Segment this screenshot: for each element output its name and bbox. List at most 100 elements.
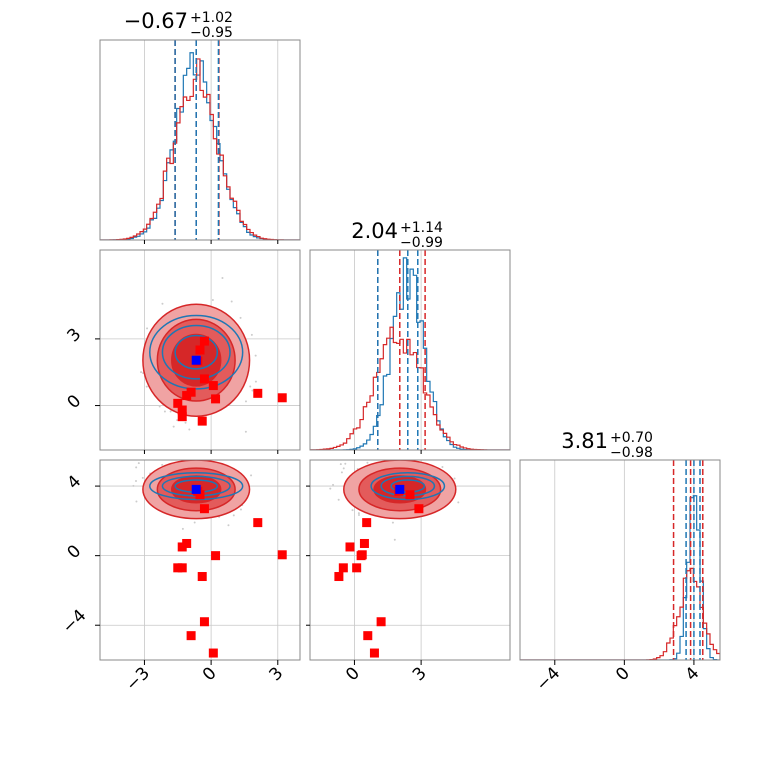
scatter-point <box>227 524 230 527</box>
sample-marker <box>199 374 209 384</box>
sample-marker <box>173 398 183 408</box>
sample-marker <box>199 617 209 627</box>
title-minus-error: −0.99 <box>400 235 443 251</box>
truth-marker <box>191 484 201 494</box>
sample-marker <box>405 490 415 500</box>
scatter-point <box>239 508 242 511</box>
title-plus-error: +1.14 <box>400 220 443 236</box>
panel-frame-1-1 <box>309 249 511 451</box>
sample-marker <box>197 416 207 426</box>
scatter-point <box>163 410 166 413</box>
scatter-point <box>232 514 235 517</box>
title-minus-error: −0.98 <box>610 445 653 461</box>
panel-content-1-1 <box>310 250 510 450</box>
scatter-point <box>357 512 360 515</box>
scatter-point <box>135 500 138 503</box>
scatter-point <box>411 452 413 454</box>
panel-frame-1-0 <box>99 249 301 451</box>
scatter-point <box>254 380 257 383</box>
histogram-red-step <box>100 58 300 240</box>
scatter-point <box>188 428 191 431</box>
panel-title-0: −0.67 +1.02−0.95 <box>124 9 233 41</box>
scatter-point <box>407 456 409 458</box>
x-tick-label: 3 <box>409 663 431 685</box>
panel-frame-0-0 <box>99 39 301 241</box>
scatter-point <box>141 476 144 479</box>
sample-marker <box>338 563 348 573</box>
histogram-red-step <box>310 326 510 450</box>
sample-marker <box>211 551 221 561</box>
sample-marker <box>208 381 218 391</box>
sample-marker <box>186 387 196 397</box>
title-median: −0.67 <box>124 9 188 33</box>
scatter-point <box>366 461 369 464</box>
scatter-point <box>249 385 252 388</box>
sample-marker <box>277 550 287 560</box>
scatter-point <box>169 410 172 413</box>
scatter-point <box>441 465 444 468</box>
sample-marker <box>199 336 209 346</box>
scatter-point <box>137 462 140 465</box>
scatter-point <box>342 467 345 470</box>
scatter-point <box>135 466 138 469</box>
scatter-point <box>161 302 164 305</box>
scatter-point <box>244 400 247 403</box>
scatter-point <box>181 527 184 530</box>
scatter-point <box>161 463 164 466</box>
title-minus-error: −0.95 <box>190 25 233 41</box>
scatter-point <box>244 430 247 433</box>
sample-marker <box>363 631 373 641</box>
sample-marker <box>359 538 369 548</box>
scatter-point <box>329 487 332 490</box>
scatter-point <box>393 457 395 459</box>
x-tick-label: 0 <box>199 663 221 685</box>
y-tick-label: 3 <box>64 324 86 346</box>
y-tick-label: 0 <box>64 541 86 563</box>
scatter-point <box>250 333 253 336</box>
scatter-point <box>211 299 214 302</box>
y-tick-label: −4 <box>59 606 91 638</box>
sample-marker <box>414 504 424 514</box>
sample-marker <box>369 648 379 658</box>
x-tick-label: −3 <box>122 663 154 695</box>
x-tick-label: 4 <box>682 663 704 685</box>
sample-marker <box>177 412 187 422</box>
scatter-point <box>132 484 135 487</box>
x-tick-label: 3 <box>266 663 288 685</box>
scatter-point <box>145 385 148 388</box>
y-tick-label: 0 <box>64 391 86 413</box>
scatter-point <box>357 514 360 517</box>
scatter-point <box>146 327 149 330</box>
scatter-point <box>453 477 456 480</box>
scatter-point <box>204 447 206 449</box>
y-tick-label: 4 <box>64 472 86 494</box>
truth-marker <box>191 355 201 365</box>
title-plus-error: +0.70 <box>610 430 653 446</box>
scatter-point <box>378 458 380 460</box>
sample-marker <box>211 394 221 404</box>
panel-content-2-0 <box>100 447 300 660</box>
scatter-point <box>176 419 179 422</box>
sample-marker <box>334 572 344 582</box>
scatter-point <box>147 456 149 458</box>
sample-marker <box>253 518 263 528</box>
title-median: 3.81 <box>561 429 608 453</box>
sample-marker <box>195 345 205 355</box>
x-tick-label: 0 <box>612 663 634 685</box>
sample-marker <box>199 504 209 514</box>
panel-frame-2-2 <box>519 459 721 661</box>
sample-marker <box>208 648 218 658</box>
scatter-point <box>239 316 242 319</box>
sample-marker <box>376 617 386 627</box>
scatter-point <box>230 300 233 303</box>
x-tick-label: −4 <box>532 663 564 695</box>
scatter-point <box>337 498 340 501</box>
sample-marker <box>173 563 183 573</box>
truth-marker <box>395 484 405 494</box>
sample-marker <box>362 518 372 528</box>
panel-content-1-0 <box>100 250 300 450</box>
scatter-point <box>332 483 335 486</box>
panel-frame-2-0 <box>99 459 301 661</box>
sample-marker <box>253 388 263 398</box>
